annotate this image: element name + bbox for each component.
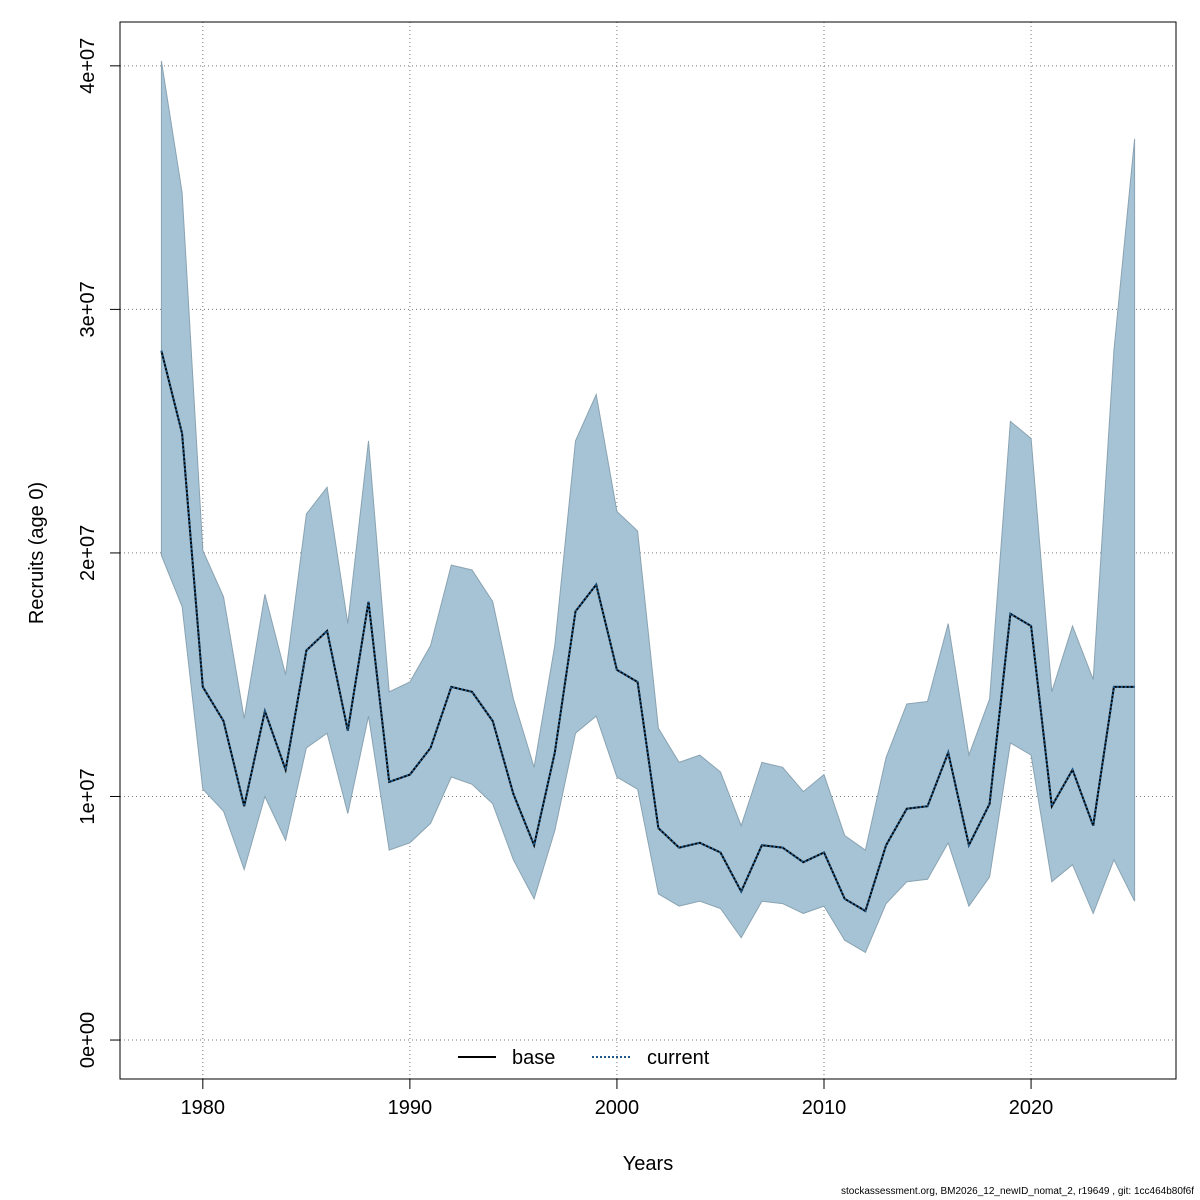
y-tick-label: 3e+07	[77, 281, 99, 337]
legend-label-base: base	[512, 1047, 555, 1069]
x-tick-label: 2000	[595, 1097, 640, 1119]
y-axis-label: Recruits (age 0)	[26, 482, 48, 624]
y-axis: 0e+00 1e+07 2e+07 3e+07 4e+07	[77, 38, 120, 1068]
x-tick-label: 2010	[802, 1097, 847, 1119]
footer-text: stockassessment.org, BM2026_12_newID_nom…	[841, 1186, 1194, 1197]
plot-frame	[119, 21, 1177, 1080]
y-tick-label: 0e+00	[77, 1012, 99, 1068]
x-tick-label: 1990	[388, 1097, 433, 1119]
x-tick-label: 2020	[1009, 1097, 1054, 1119]
legend: base current	[458, 1047, 710, 1069]
legend-label-current: current	[647, 1047, 710, 1069]
y-tick-label: 1e+07	[77, 768, 99, 824]
series-lines	[160, 350, 1135, 913]
x-tick-label: 1980	[181, 1097, 226, 1119]
confidence-band	[160, 60, 1136, 954]
y-tick-label: 4e+07	[77, 38, 99, 94]
x-axis-label: Years	[623, 1153, 673, 1175]
series-line-current	[160, 350, 1135, 913]
y-tick-label: 2e+07	[77, 525, 99, 581]
x-axis: 1980 1990 2000 2010 2020	[181, 1079, 1054, 1119]
